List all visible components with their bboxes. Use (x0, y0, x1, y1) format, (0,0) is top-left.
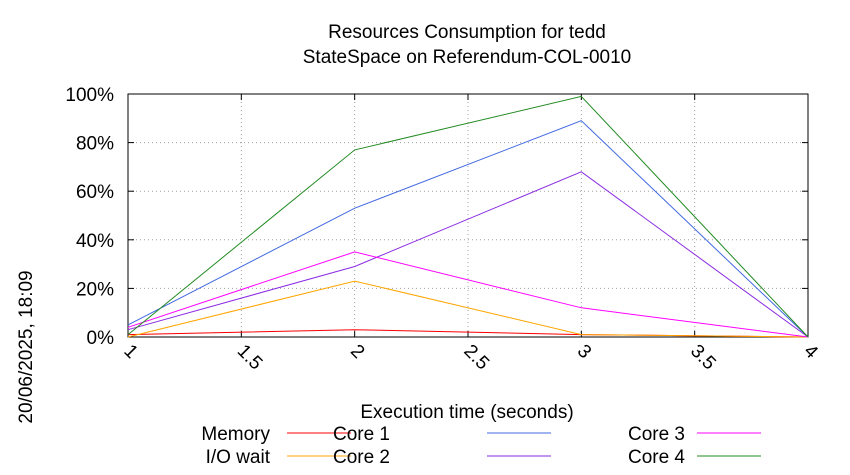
legend-label-i-o-wait: I/O wait (206, 447, 271, 468)
x-tick-label: 1 (119, 341, 141, 363)
grid-lines (128, 94, 808, 337)
legend-label-core-2: Core 2 (333, 447, 390, 468)
x-tick-label: 3.5 (686, 341, 720, 375)
y-tick-label: 60% (76, 182, 114, 203)
x-tick-label: 2.5 (459, 341, 493, 375)
series-line-core-4 (127, 95, 809, 338)
chart-title: Resources Consumption for tedd (328, 22, 606, 43)
timestamp-label: 20/06/2025, 18:09 (16, 270, 37, 423)
series-line-core-3 (127, 251, 809, 338)
x-tick-label: 1.5 (233, 341, 267, 375)
x-axis-label: Execution time (seconds) (360, 402, 573, 423)
chart-subtitle: StateSpace on Referendum-COL-0010 (303, 47, 631, 68)
y-tick-label: 20% (76, 279, 114, 300)
legend-label-memory: Memory (201, 424, 270, 445)
series-line-core-1 (127, 120, 809, 338)
y-tick-label: 100% (65, 85, 114, 106)
legend-label-core-3: Core 3 (628, 424, 685, 445)
legend-label-core-1: Core 1 (333, 424, 390, 445)
x-tick-label: 2 (346, 341, 368, 363)
y-tick-label: 0% (87, 328, 115, 349)
series-line-i-o-wait (127, 280, 809, 338)
legend-label-core-4: Core 4 (628, 447, 685, 468)
y-tick-label: 80% (76, 134, 114, 155)
x-tick-label: 3 (573, 341, 595, 363)
series-line-core-2 (127, 171, 809, 338)
y-tick-label: 40% (76, 231, 114, 252)
series-lines (127, 95, 809, 338)
x-tick-label: 4 (799, 341, 822, 364)
